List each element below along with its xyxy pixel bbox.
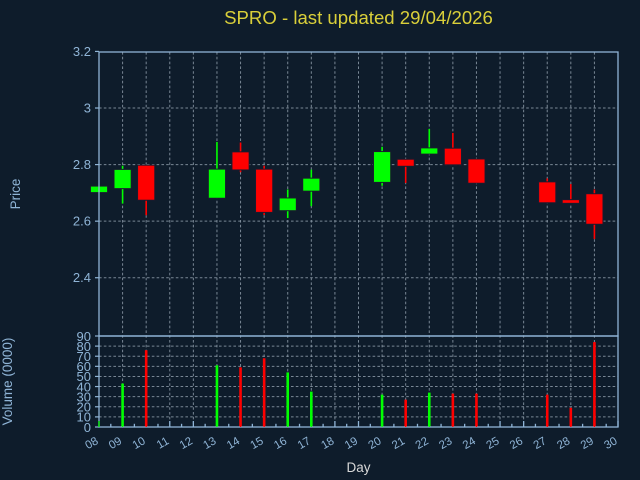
svg-text:3: 3 [84, 101, 91, 116]
svg-text:Price: Price [8, 179, 23, 210]
svg-text:Day: Day [346, 460, 370, 475]
svg-text:2.8: 2.8 [73, 157, 91, 172]
svg-text:SPRO - last updated 29/04/2026: SPRO - last updated 29/04/2026 [224, 7, 493, 28]
svg-text:2.4: 2.4 [73, 270, 91, 285]
svg-text:Volume (0000): Volume (0000) [0, 338, 15, 426]
svg-text:3.2: 3.2 [73, 44, 91, 59]
svg-text:2.6: 2.6 [73, 214, 91, 229]
svg-text:90: 90 [77, 329, 91, 344]
